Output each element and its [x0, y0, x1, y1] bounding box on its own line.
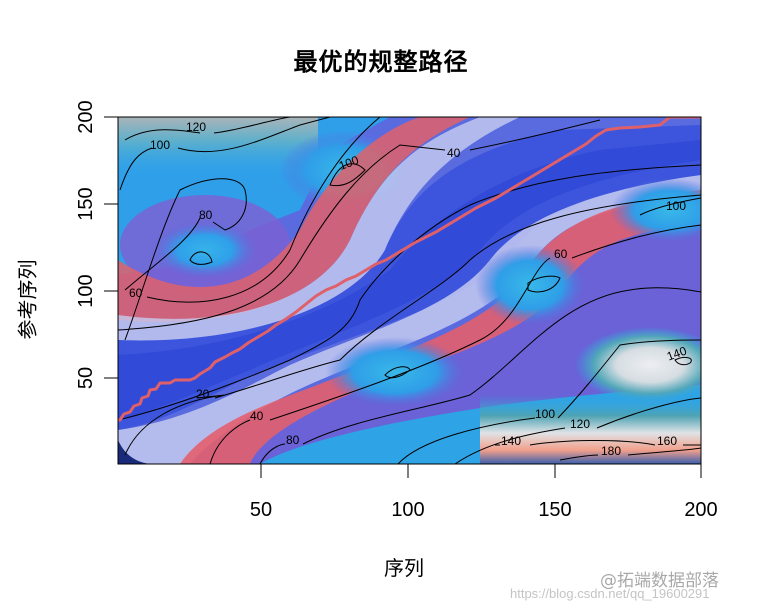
x-axis [260, 464, 702, 478]
watermark-url: https://blog.csdn.net/qq_19600291 [510, 586, 710, 601]
y-tick-label: 150 [75, 187, 97, 220]
contour-label: 20 [196, 387, 210, 401]
x-axis-label: 序列 [384, 556, 424, 580]
y-tick-label: 50 [75, 367, 97, 389]
y-tick-label: 100 [75, 274, 97, 307]
contour-label: 140 [501, 434, 521, 448]
contour-label: 100 [337, 153, 361, 173]
y-axis [104, 116, 118, 379]
contour-label: 180 [601, 444, 621, 458]
contour-label: 60 [554, 247, 568, 261]
x-tick-label: 200 [684, 499, 717, 521]
contour-label: 40 [250, 409, 264, 423]
contour-label: 100 [535, 407, 555, 421]
contour-label: 140 [665, 343, 689, 363]
y-axis-label: 参考序列 [15, 259, 40, 340]
heatmap-surface [118, 117, 701, 464]
contour-label: 80 [199, 208, 213, 222]
contour-label: 120 [570, 417, 590, 431]
contour-label: 120 [186, 120, 206, 134]
contour-label: 80 [286, 433, 300, 447]
y-tick-label: 200 [75, 100, 97, 133]
contour-label: 60 [129, 286, 143, 300]
x-tick-label: 100 [391, 499, 424, 521]
contour-label: 160 [657, 434, 677, 448]
contour-label: 100 [150, 138, 170, 152]
chart-title: 最优的规整路径 [293, 47, 469, 76]
watermark-brand: @拓端数据部落 [600, 571, 719, 591]
warping-path [118, 117, 701, 422]
contour-lines [118, 117, 701, 464]
contour-labels: 120 100 100 40 80 100 60 60 20 40 80 100… [129, 120, 689, 458]
x-tick-labels: 50 100 150 200 [250, 499, 718, 521]
contour-label: 40 [447, 146, 461, 160]
y-tick-labels: 50 100 150 200 [75, 100, 97, 389]
contour-label: 100 [666, 199, 686, 213]
x-tick-label: 50 [250, 499, 272, 521]
x-tick-label: 150 [538, 499, 571, 521]
